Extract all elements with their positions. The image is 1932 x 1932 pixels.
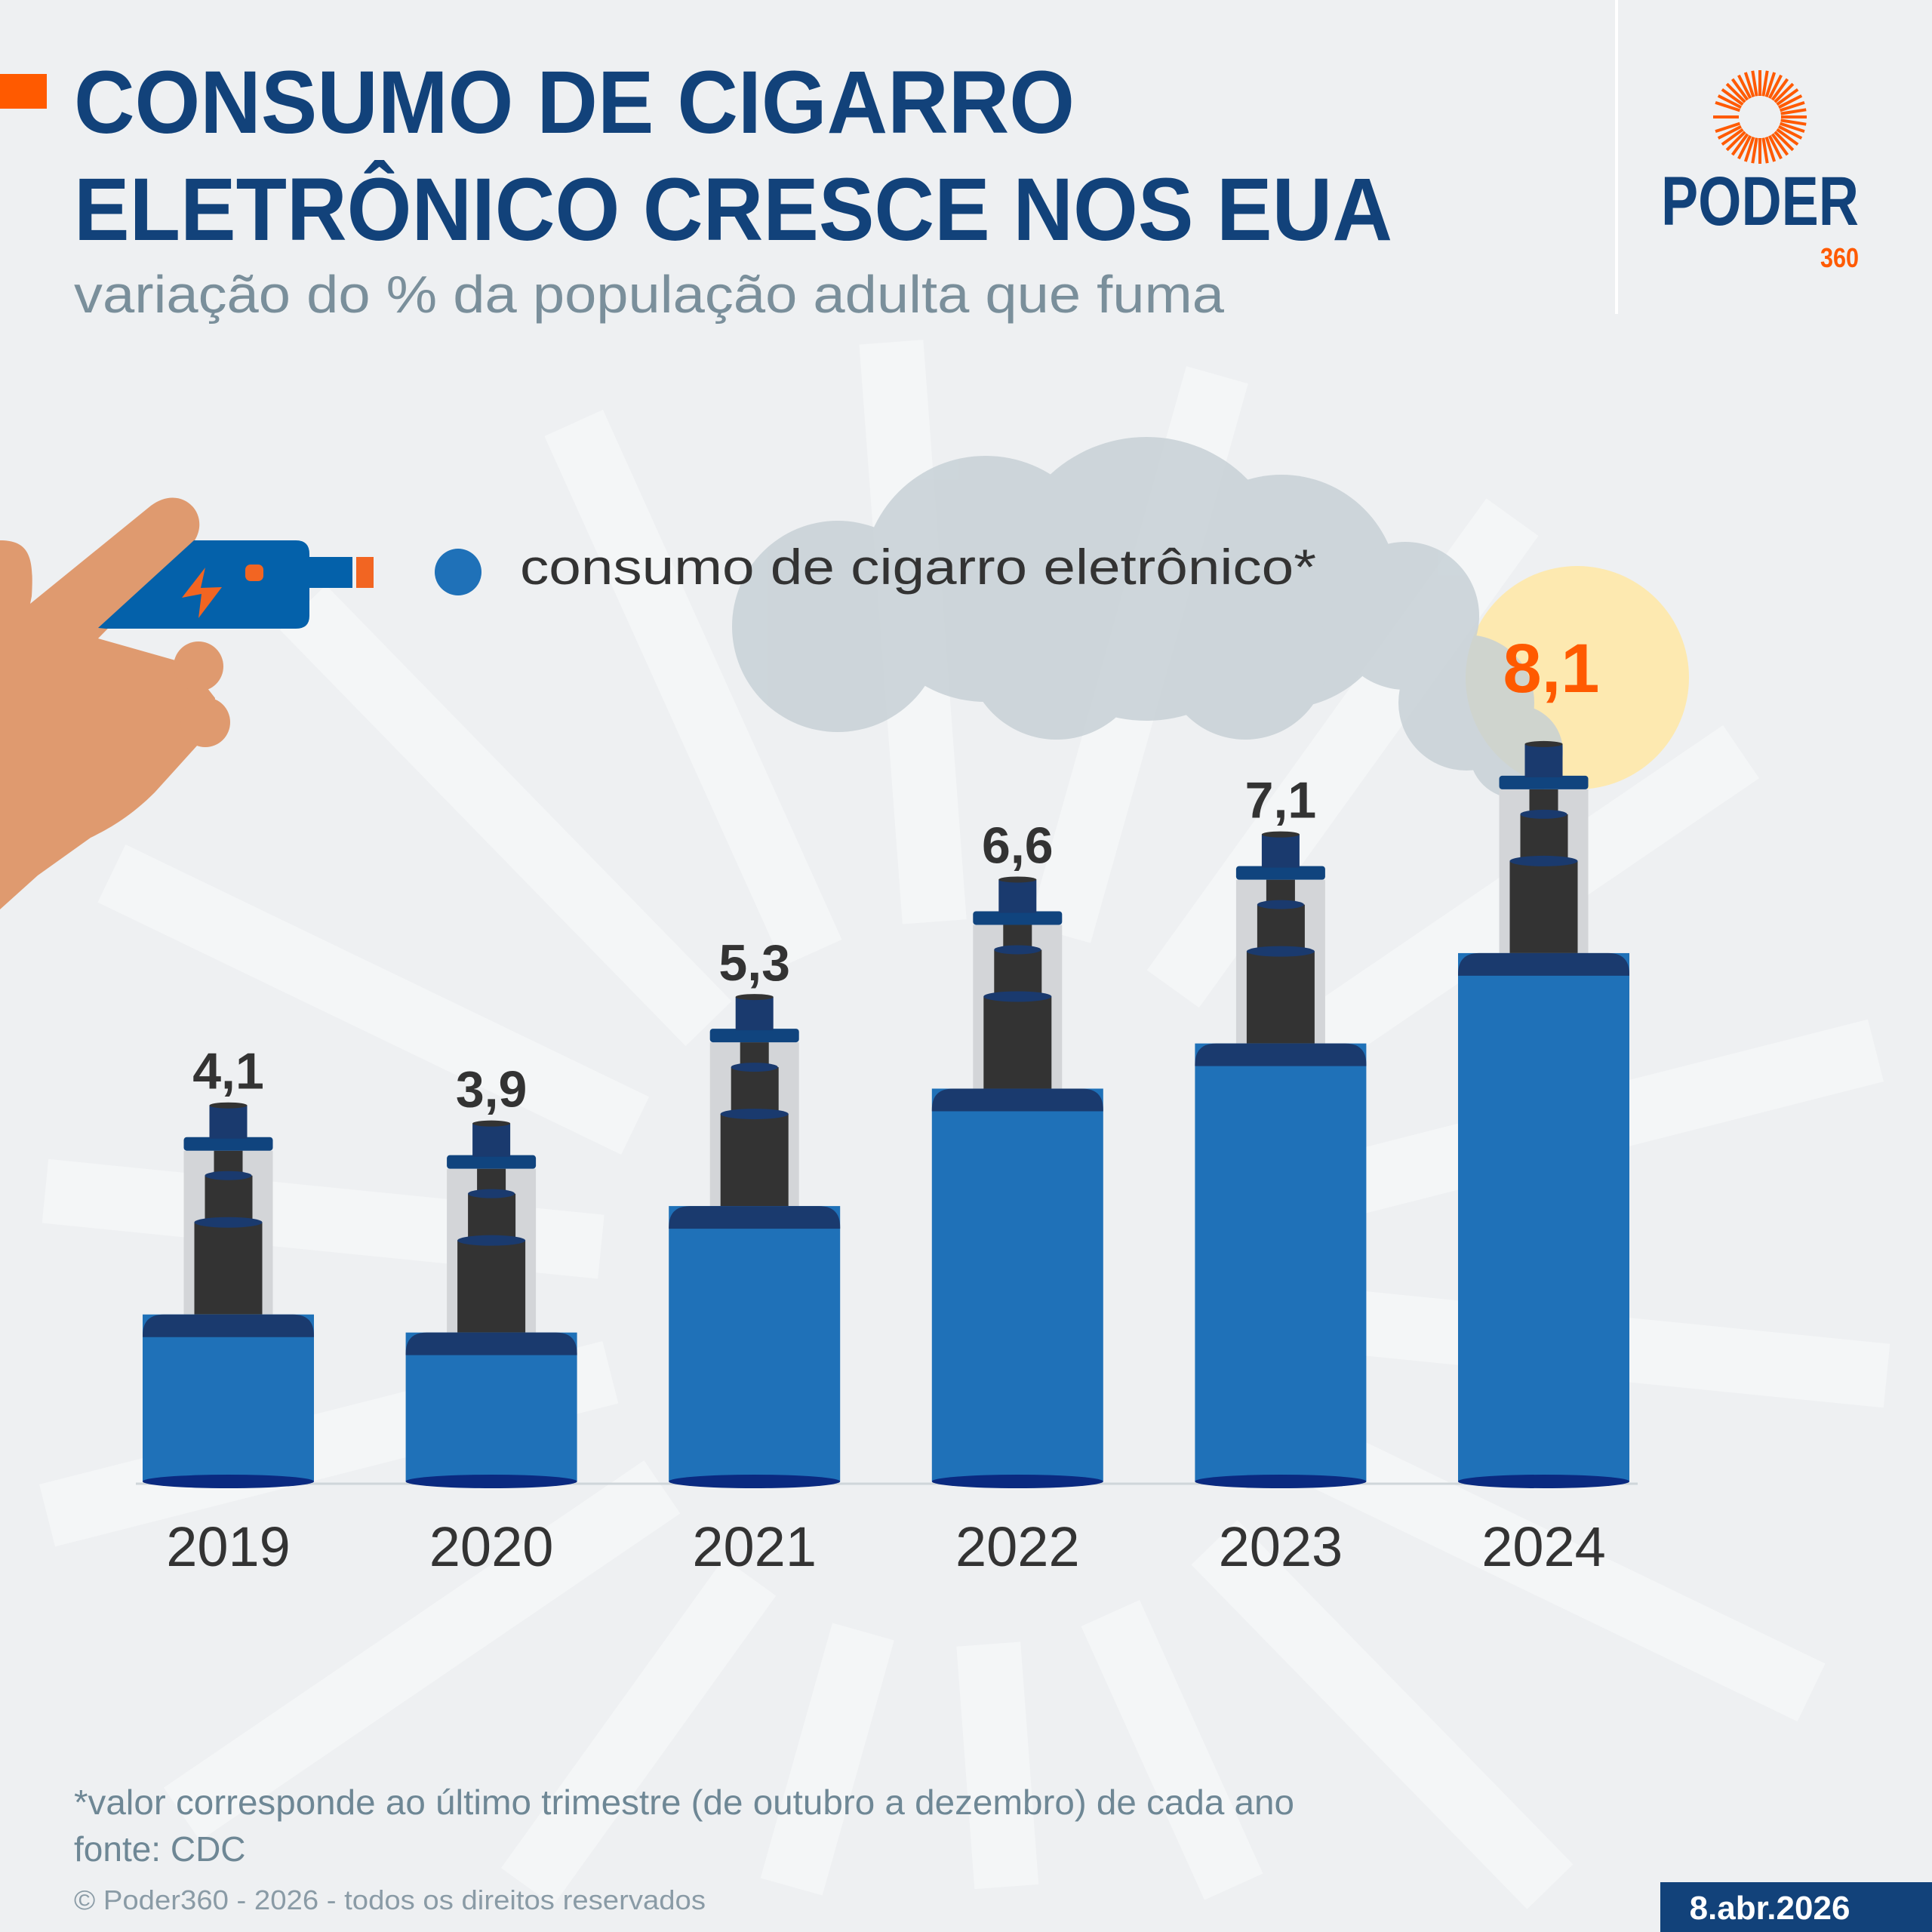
bar-body — [143, 1314, 314, 1481]
footnote: *valor corresponde ao último trimestre (… — [74, 1783, 1294, 1822]
bar-cap — [1195, 1043, 1367, 1066]
atomizer-ring — [709, 1029, 799, 1043]
year-label: 2019 — [166, 1515, 291, 1578]
source: fonte: CDC — [74, 1829, 246, 1869]
background-ray — [760, 1623, 894, 1896]
value-label: 5,3 — [718, 934, 790, 992]
sun-icon — [1713, 70, 1807, 164]
bar-cap — [669, 1206, 841, 1229]
smoke-cloud — [732, 437, 1563, 798]
date-badge — [1660, 1882, 1932, 1932]
bar-body — [931, 1088, 1103, 1481]
drip-tip — [472, 1123, 511, 1157]
atomizer-mid — [468, 1193, 516, 1244]
date-label: 8.abr.2026 — [1690, 1890, 1850, 1927]
bar-2020: 3,9 2020 — [405, 1061, 577, 1578]
atomizer-base — [720, 1114, 789, 1207]
title-line-2: ELETRÔNICO CRESCE NOS EUA — [74, 159, 1392, 260]
atomizer-base — [983, 996, 1052, 1089]
bar-bottom — [143, 1475, 314, 1488]
background-ray — [501, 1558, 777, 1906]
background-ray — [956, 1641, 1039, 1890]
background-ray — [544, 410, 842, 966]
lightning-icon — [182, 568, 222, 618]
atomizer-mid — [731, 1067, 779, 1118]
bar-cap — [143, 1314, 314, 1337]
legend-swatch — [435, 549, 481, 595]
bar-bottom — [931, 1475, 1103, 1488]
hand-icon — [0, 497, 215, 909]
bar-body — [405, 1332, 577, 1481]
background-ray — [1081, 1600, 1263, 1900]
atomizer-base — [1509, 860, 1578, 953]
bar-2019: 4,1 2019 — [143, 1043, 314, 1578]
hand-holding-vape-illustration — [0, 497, 374, 909]
atomizer-base — [194, 1222, 263, 1315]
vape-body — [98, 540, 309, 629]
drip-tip — [1524, 743, 1563, 777]
title-line-1: CONSUMO DE CIGARRO — [74, 53, 1075, 152]
value-label: 3,9 — [456, 1061, 528, 1118]
vape-tip — [356, 557, 374, 588]
value-label: 6,6 — [982, 817, 1054, 874]
bar-2022: 6,6 2022 — [931, 817, 1103, 1578]
atomizer-ring — [1499, 775, 1589, 789]
bar-cap — [931, 1088, 1103, 1112]
subtitle: variação do % da população adulta que fu… — [74, 265, 1224, 324]
year-label: 2022 — [955, 1515, 1080, 1578]
bar-2023: 7,1 2023 — [1195, 772, 1367, 1578]
legend-label: consumo de cigarro eletrônico* — [520, 539, 1316, 595]
drip-tip — [735, 997, 774, 1031]
background-ray — [164, 1460, 681, 1841]
bar-body — [1458, 952, 1629, 1481]
bar-bottom — [1458, 1475, 1629, 1488]
drip-tip — [1261, 834, 1300, 868]
background-ray — [1273, 1411, 1826, 1721]
atomizer-ring — [447, 1155, 537, 1169]
year-label: 2023 — [1219, 1515, 1343, 1578]
vape-neck — [309, 557, 352, 588]
legend: consumo de cigarro eletrônico* — [435, 539, 1316, 595]
bar-series: 4,1 2019 3,9 2020 5,3 2021 6,6 2022 7,1 2023 8,1 20… — [143, 630, 1629, 1578]
copyright: © Poder360 - 2026 - todos os direitos re… — [74, 1884, 706, 1915]
logo-name: PODER — [1661, 163, 1859, 240]
logo-suffix: 360 — [1820, 242, 1859, 273]
bar-cap — [405, 1332, 577, 1355]
atomizer-ring — [183, 1137, 273, 1151]
atomizer-mid — [205, 1175, 253, 1226]
bar-body — [669, 1206, 841, 1481]
bar-bottom — [669, 1475, 841, 1488]
value-label: 8,1 — [1503, 630, 1600, 707]
poder360-logo: PODER 360 — [1661, 70, 1859, 273]
atomizer-mid — [1520, 814, 1568, 864]
year-label: 2021 — [692, 1515, 817, 1578]
bar-cap — [1458, 952, 1629, 976]
background-ray — [97, 844, 650, 1155]
divider — [1615, 0, 1618, 314]
atomizer-base — [457, 1240, 526, 1333]
vape-button — [245, 565, 263, 581]
year-label: 2024 — [1481, 1515, 1606, 1578]
bar-2024: 8,1 2024 — [1458, 630, 1629, 1578]
background-ray — [1191, 1520, 1574, 1909]
accent-square — [0, 74, 47, 109]
drip-tip — [998, 879, 1037, 913]
bar-bottom — [1195, 1475, 1367, 1488]
atomizer-mid — [994, 949, 1042, 1000]
atomizer-ring — [1235, 866, 1325, 880]
bar-bottom — [405, 1475, 577, 1488]
atomizer-ring — [973, 911, 1063, 925]
value-label: 7,1 — [1245, 772, 1317, 829]
drip-tip — [209, 1105, 248, 1139]
bar-body — [1195, 1043, 1367, 1481]
bar-2021: 5,3 2021 — [669, 934, 841, 1578]
atomizer-base — [1246, 951, 1315, 1044]
year-label: 2020 — [429, 1515, 554, 1578]
value-label: 4,1 — [192, 1043, 264, 1100]
background-ray — [280, 585, 732, 1046]
atomizer-mid — [1257, 904, 1305, 955]
